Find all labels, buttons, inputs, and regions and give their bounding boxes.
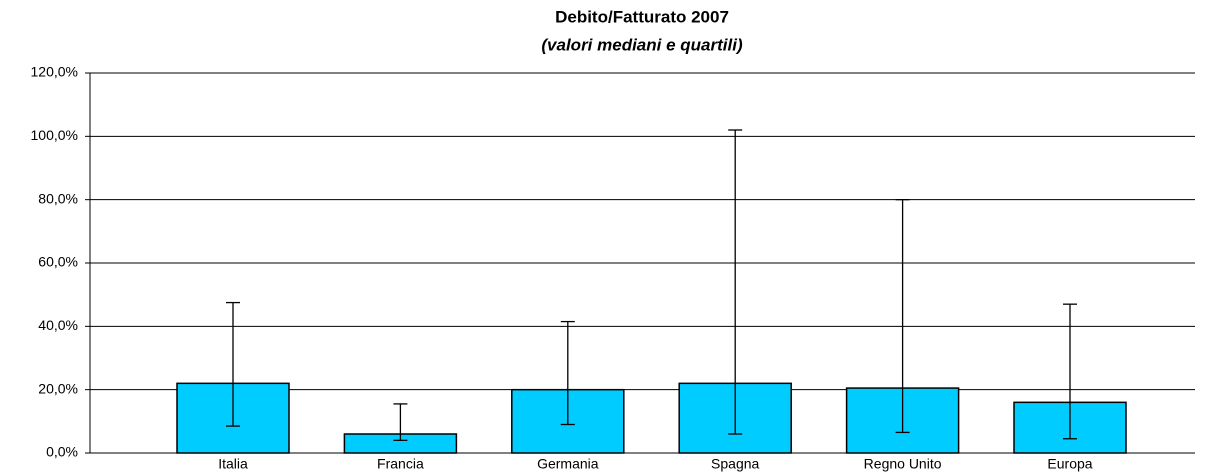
y-tick-label: 0,0% bbox=[46, 444, 78, 460]
x-tick-label: Italia bbox=[218, 456, 248, 472]
x-tick-label: Regno Unito bbox=[864, 456, 942, 472]
y-tick-label: 20,0% bbox=[38, 380, 78, 396]
y-tick-label: 120,0% bbox=[31, 64, 78, 80]
y-tick-label: 40,0% bbox=[38, 317, 78, 333]
x-tick-label: Spagna bbox=[711, 456, 759, 472]
x-tick-label: Germania bbox=[537, 456, 599, 472]
chart-subtitle: (valori mediani e quartili) bbox=[541, 35, 743, 54]
y-tick-label: 100,0% bbox=[31, 127, 78, 143]
x-tick-label: Europa bbox=[1047, 456, 1092, 472]
x-tick-label: Francia bbox=[377, 456, 424, 472]
y-tick-label: 80,0% bbox=[38, 190, 78, 206]
chart-title: Debito/Fatturato 2007 bbox=[555, 7, 729, 26]
y-tick-label: 60,0% bbox=[38, 254, 78, 270]
